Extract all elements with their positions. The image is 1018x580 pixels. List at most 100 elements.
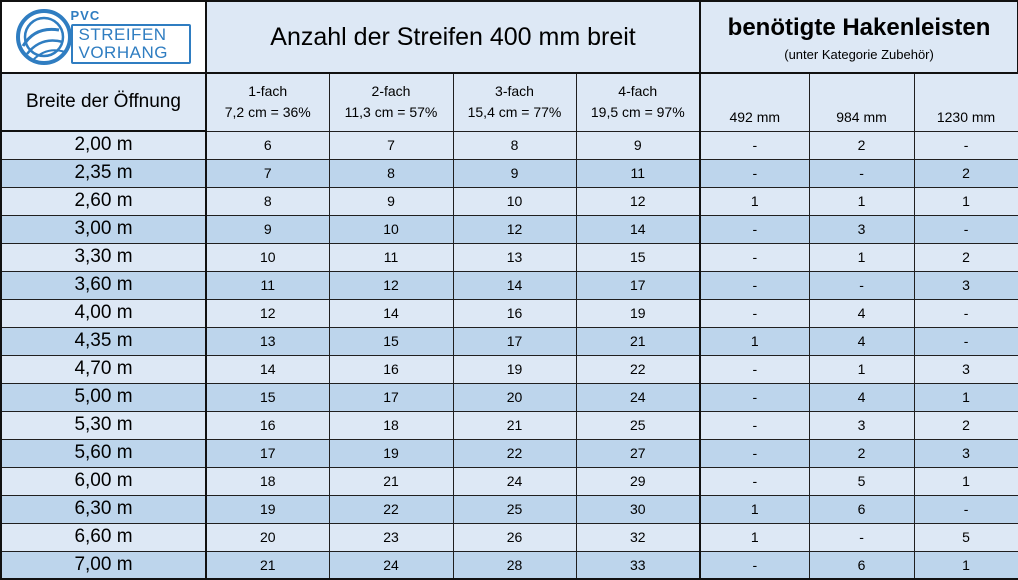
hook-count-cell: 1	[808, 354, 915, 384]
strip-count-cell: 22	[328, 494, 454, 524]
table-row: 3,00 m 9 10 12 14-3-	[0, 214, 1018, 244]
hook-count-cell: 3	[913, 354, 1018, 384]
hook-count-cell: 2	[913, 410, 1018, 440]
strip-column-header: 1-fach 7,2 cm = 36%	[205, 72, 330, 132]
opening-width-cell: 2,35 m	[0, 158, 207, 188]
hook-count-cell: -	[699, 382, 810, 412]
strip-count-cell: 8	[452, 130, 577, 160]
hook-count-cell: 4	[808, 298, 915, 328]
strip-type-name: 4-fach	[618, 83, 658, 100]
hook-count-cell: 2	[808, 438, 915, 468]
hook-count-cell: 6	[808, 494, 915, 524]
strip-count-cell: 7	[328, 130, 454, 160]
strip-count-cell: 21	[328, 466, 454, 496]
opening-width-cell: 5,30 m	[0, 410, 207, 440]
table-row: 6,00 m 18 21 24 29-5 1	[0, 466, 1018, 496]
strip-count-cell: 7	[205, 158, 330, 188]
strip-count-cell: 30	[575, 494, 702, 524]
opening-width-cell: 3,00 m	[0, 214, 207, 244]
strip-column-header: 2-fach 11,3 cm = 57%	[328, 72, 454, 132]
table-row: 5,60 m 17 19 22 27-2 3	[0, 438, 1018, 468]
hook-count-cell: -	[699, 550, 810, 580]
hook-count-cell: 2	[913, 242, 1018, 272]
hook-count-cell: 1	[808, 186, 915, 216]
strip-count-cell: 9	[205, 214, 330, 244]
strip-count-cell: 21	[575, 326, 702, 356]
strip-count-cell: 33	[575, 550, 702, 580]
logo-line-1: STREIFEN	[78, 25, 167, 44]
strip-count-cell: 11	[328, 242, 454, 272]
strip-count-cell: 10	[328, 214, 454, 244]
hook-count-cell: -	[699, 354, 810, 384]
hook-count-cell: 3	[808, 214, 915, 244]
hook-count-cell: -	[913, 494, 1018, 524]
hook-count-cell: -	[913, 130, 1018, 160]
logo-frame	[70, 24, 191, 64]
strip-count-cell: 12	[328, 270, 454, 300]
strip-count-cell: 22	[452, 438, 577, 468]
strip-count-cell: 25	[452, 494, 577, 524]
opening-width-cell: 5,60 m	[0, 438, 207, 468]
hook-count-cell: 1	[913, 186, 1018, 216]
opening-width-cell: 4,00 m	[0, 298, 207, 328]
strip-column-header: 3-fach 15,4 cm = 77%	[452, 72, 577, 132]
strip-count-cell: 19	[575, 298, 702, 328]
hook-count-cell: 5	[808, 466, 915, 496]
strip-count-cell: 24	[452, 466, 577, 496]
strip-count-cell: 24	[328, 550, 454, 580]
strip-count-cell: 17	[328, 382, 454, 412]
strip-count-cell: 11	[575, 158, 702, 188]
table-row: 7,00 m 21 24 28 33-6 1	[0, 550, 1018, 580]
strip-count-cell: 14	[452, 270, 577, 300]
opening-width-cell: 2,00 m	[0, 130, 207, 160]
strip-count-cell: 15	[205, 382, 330, 412]
opening-width-cell: 3,60 m	[0, 270, 207, 300]
table-row: 5,30 m 16 18 21 25-3 2	[0, 410, 1018, 440]
hook-count-cell: -	[699, 466, 810, 496]
opening-width-cell: 4,70 m	[0, 354, 207, 384]
hook-column-header: 492 mm	[699, 72, 810, 132]
hook-count-cell: -	[808, 522, 915, 552]
strip-count-cell: 27	[575, 438, 702, 468]
hook-count-cell: 4	[808, 382, 915, 412]
hook-count-cell: -	[913, 298, 1018, 328]
strip-count-cell: 28	[452, 550, 577, 580]
hook-count-cell: 1	[699, 186, 810, 216]
opening-width-cell: 2,60 m	[0, 186, 207, 216]
hook-count-cell: 1	[913, 382, 1018, 412]
strip-count-cell: 13	[452, 242, 577, 272]
strip-count-cell: 20	[452, 382, 577, 412]
hook-count-cell: -	[699, 130, 810, 160]
hook-count-cell: 3	[913, 438, 1018, 468]
strip-column-header: 4-fach 19,5 cm = 97%	[575, 72, 702, 132]
strip-count-cell: 11	[205, 270, 330, 300]
strip-type-name: 1-fach	[248, 83, 288, 100]
hook-count-cell: 1	[699, 494, 810, 524]
table-row: 2,60 m 8 9 10 12 1 1 1	[0, 186, 1018, 216]
strip-count-cell: 9	[328, 186, 454, 216]
logo-cell: PVC STREIFEN VORHANG	[0, 0, 207, 74]
strip-count-cell: 12	[452, 214, 577, 244]
opening-width-cell: 6,00 m	[0, 466, 207, 496]
hook-count-cell: 2	[808, 130, 915, 160]
hooks-subtitle: (unter Kategorie Zubehör)	[784, 46, 934, 62]
strip-count-cell: 6	[205, 130, 330, 160]
strip-count-cell: 17	[205, 438, 330, 468]
strip-type-spec: 11,3 cm = 57%	[344, 104, 438, 121]
strip-count-cell: 26	[452, 522, 577, 552]
hook-count-cell: -	[699, 438, 810, 468]
opening-width-cell: 6,30 m	[0, 494, 207, 524]
strip-count-cell: 18	[205, 466, 330, 496]
table-row: 6,60 m 20 23 26 32 1-5	[0, 522, 1018, 552]
strip-count-cell: 17	[452, 326, 577, 356]
hook-count-cell: 1	[913, 466, 1018, 496]
strip-count-cell: 9	[575, 130, 702, 160]
strip-type-name: 3-fach	[495, 83, 534, 100]
hook-column-header: 984 mm	[808, 72, 915, 132]
strip-count-cell: 15	[328, 326, 454, 356]
strip-type-spec: 7,2 cm = 36%	[224, 104, 311, 121]
hook-count-cell: -	[913, 214, 1018, 244]
strip-count-cell: 17	[575, 270, 702, 300]
